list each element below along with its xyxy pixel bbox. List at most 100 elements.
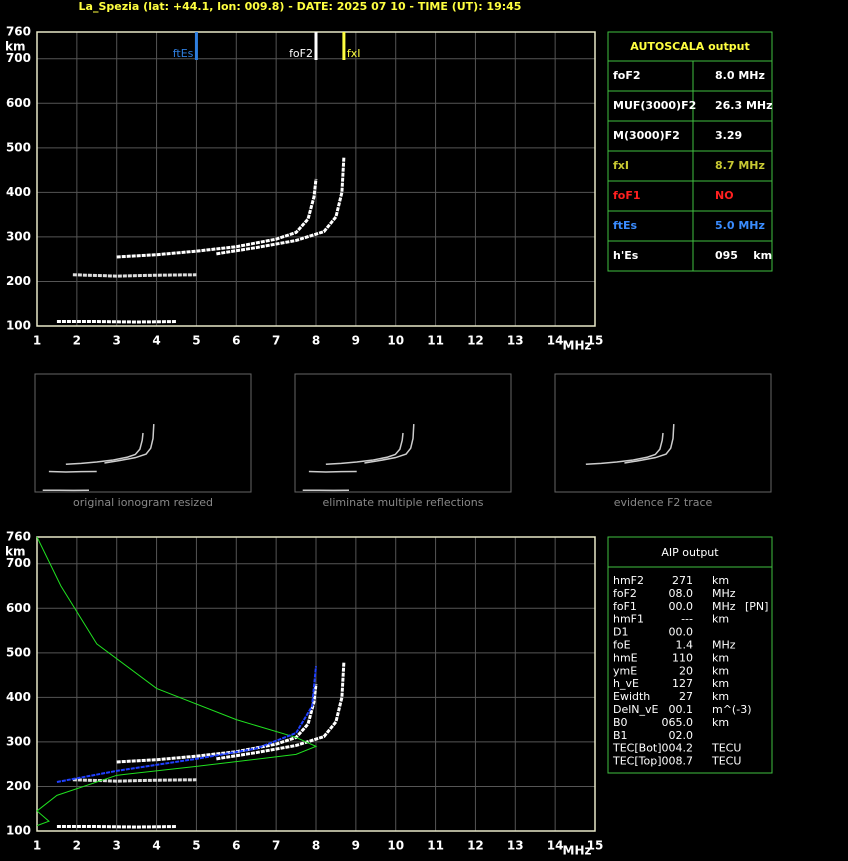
aip-unit: km	[712, 574, 729, 587]
thumb-trace	[585, 432, 664, 466]
y-tick-label: 500	[6, 645, 31, 659]
aip-value: 110	[672, 651, 693, 664]
aip-value: 00.0	[669, 626, 694, 639]
x-unit: MHz	[563, 339, 592, 353]
y-tick-label: 600	[6, 601, 31, 615]
aip-value: 271	[672, 574, 693, 587]
param-name: foF1	[613, 189, 641, 202]
thumb-trace	[325, 432, 404, 466]
x-tick-label: 5	[192, 334, 200, 348]
x-tick-label: 10	[387, 334, 404, 348]
marker-label: ftEs	[173, 47, 194, 60]
aip-value: ---	[681, 613, 693, 626]
aip-name: DelN_vE	[613, 703, 659, 716]
thumb-trace	[104, 424, 155, 464]
profile-curve	[36, 536, 318, 827]
y-tick-label: 300	[6, 734, 31, 748]
param-name: M(3000)F2	[613, 129, 680, 142]
aip-name: TEC[Top]	[612, 755, 662, 768]
x-trace	[216, 661, 346, 761]
x-tick-label: 1	[33, 334, 41, 348]
aip-unit: km	[712, 651, 729, 664]
x-tick-label: 12	[467, 839, 484, 853]
aip-name: hmE	[613, 651, 638, 664]
y-tick-label: 200	[6, 779, 31, 793]
param-value: 3.29	[715, 129, 742, 142]
aip-unit: km	[712, 716, 729, 729]
thumbnail-caption: eliminate multiple reflections	[323, 496, 484, 509]
param-name: MUF(3000)F2	[613, 99, 696, 112]
aip-name: foE	[613, 639, 631, 652]
y-tick-label: 300	[6, 229, 31, 243]
param-name: ftEs	[613, 219, 638, 232]
y-tick-label: 760	[6, 530, 31, 544]
aip-name: TEC[Bot]	[612, 742, 662, 755]
aip-name: hmF2	[613, 574, 644, 587]
aip-name: hmF1	[613, 613, 644, 626]
true-height-curve	[56, 666, 317, 783]
x-tick-label: 8	[312, 839, 320, 853]
aip-unit: km	[712, 690, 729, 703]
aip-name: Ewidth	[613, 690, 650, 703]
param-value: 095 km	[715, 249, 772, 262]
x-trace	[216, 156, 346, 256]
x-tick-label: 14	[547, 839, 564, 853]
aip-name: ymE	[613, 664, 637, 677]
param-value: 8.7 MHz	[715, 159, 765, 172]
x-unit: MHz	[563, 844, 592, 858]
param-name: foF2	[613, 69, 641, 82]
y-tick-label: 200	[6, 274, 31, 288]
y-tick-label: 100	[6, 319, 31, 333]
param-value: 5.0 MHz	[715, 219, 765, 232]
param-value: 8.0 MHz	[715, 69, 765, 82]
aip-unit: MHz	[712, 600, 736, 613]
x-tick-label: 5	[192, 839, 200, 853]
x-tick-label: 10	[387, 839, 404, 853]
thumbnail-caption: evidence F2 trace	[614, 496, 713, 509]
x-tick-label: 2	[73, 334, 81, 348]
o-trace	[116, 178, 318, 259]
x-tick-label: 8	[312, 334, 320, 348]
x-tick-label: 11	[427, 839, 444, 853]
aip-name: foF2	[613, 587, 637, 600]
thumb-trace	[624, 424, 675, 464]
aip-value: 004.2	[662, 742, 694, 755]
aip-value: 27	[679, 690, 693, 703]
aip-value: 02.0	[669, 729, 694, 742]
aip-value: 08.0	[669, 587, 694, 600]
x-tick-label: 13	[507, 334, 524, 348]
x-tick-label: 1	[33, 839, 41, 853]
x-tick-label: 3	[113, 334, 121, 348]
marker-label: fxI	[347, 47, 361, 60]
es-trace	[72, 778, 197, 783]
marker-label: foF2	[289, 47, 313, 60]
aip-value: 008.7	[662, 755, 694, 768]
x-tick-label: 13	[507, 839, 524, 853]
x-tick-label: 11	[427, 334, 444, 348]
aip-unit: MHz	[712, 587, 736, 600]
y-tick-label: 700	[6, 556, 31, 570]
y-tick-label: 400	[6, 185, 31, 199]
aip-unit: m^(-3)	[712, 703, 751, 716]
x-tick-label: 9	[352, 839, 360, 853]
thumb-trace	[308, 470, 357, 473]
aip-name: foF1	[613, 600, 637, 613]
x-tick-label: 6	[232, 839, 240, 853]
y-unit: km	[5, 40, 25, 54]
es-trace	[72, 273, 197, 278]
autoscala-title: AUTOSCALA output	[630, 40, 749, 53]
thumb-trace	[364, 424, 415, 464]
x-tick-label: 3	[113, 839, 121, 853]
thumbnail-caption: original ionogram resized	[73, 496, 213, 509]
y-tick-label: 500	[6, 140, 31, 154]
aip-value: 065.0	[662, 716, 694, 729]
title: La_Spezia (lat: +44.1, lon: 009.8) - DAT…	[79, 0, 522, 13]
aip-unit: km	[712, 664, 729, 677]
aip-name: B1	[613, 729, 628, 742]
aip-value: 127	[672, 677, 693, 690]
x-tick-label: 4	[152, 839, 160, 853]
param-name: h'Es	[613, 249, 639, 262]
aip-name: h_vE	[613, 677, 639, 690]
param-value: 26.3 MHz	[715, 99, 773, 112]
